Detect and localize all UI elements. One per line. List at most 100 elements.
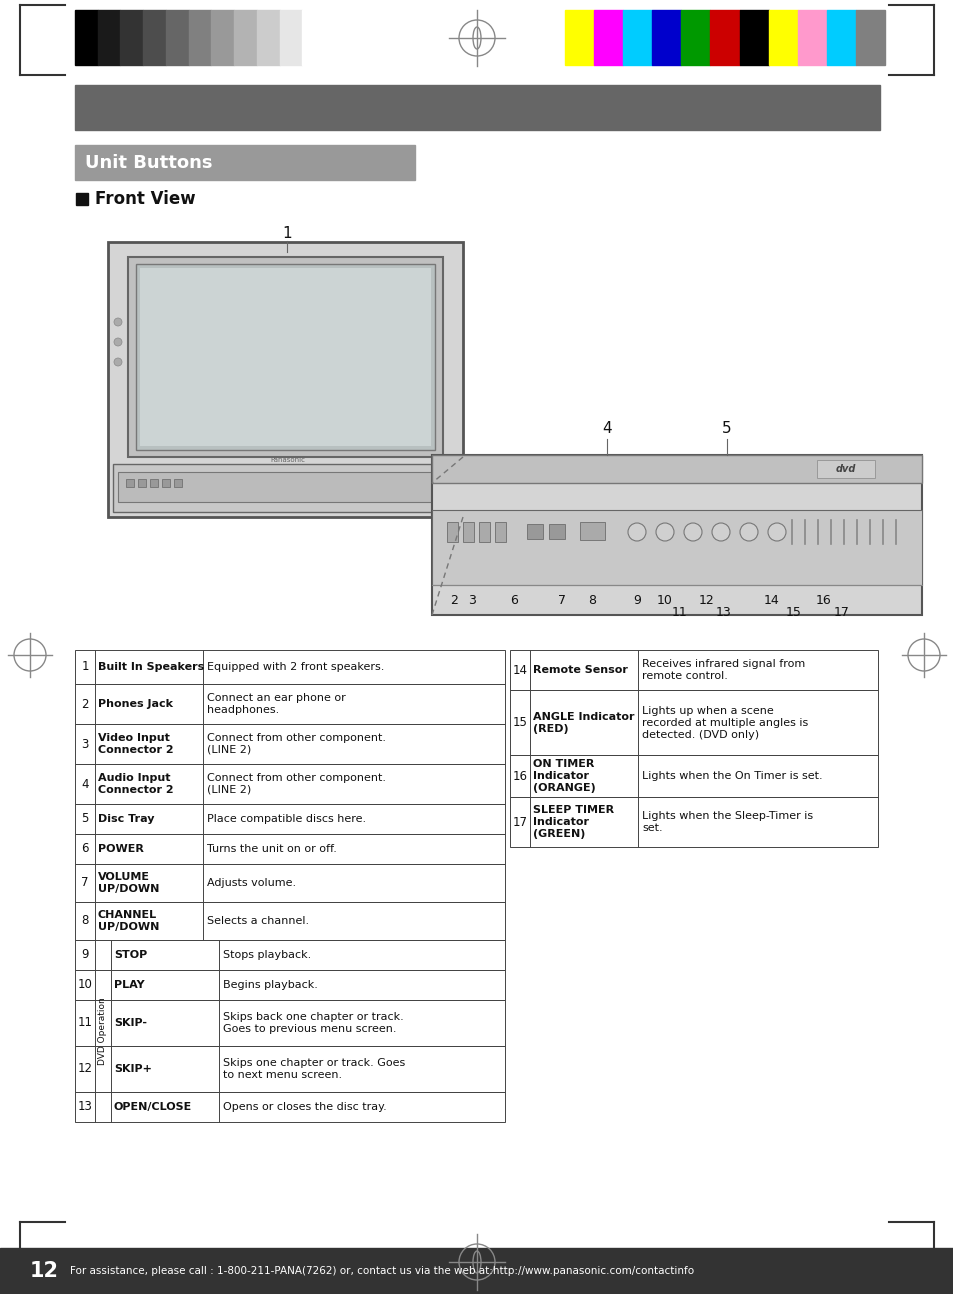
Bar xyxy=(579,521,604,540)
Text: 4: 4 xyxy=(601,421,611,436)
Bar xyxy=(75,1000,504,1046)
Circle shape xyxy=(767,523,785,541)
Text: 17: 17 xyxy=(512,815,527,828)
Bar xyxy=(462,521,474,542)
Bar xyxy=(652,10,680,65)
Text: Turns the unit on or off.: Turns the unit on or off. xyxy=(207,844,336,854)
Text: 1: 1 xyxy=(81,660,89,673)
Text: ANGLE Indicator
(RED): ANGLE Indicator (RED) xyxy=(533,712,634,734)
Bar xyxy=(826,10,855,65)
Bar xyxy=(75,970,504,1000)
Text: PLAY: PLAY xyxy=(113,980,145,990)
Bar xyxy=(128,258,442,457)
Bar xyxy=(75,85,879,129)
Bar xyxy=(150,479,158,487)
Bar xyxy=(120,10,143,65)
Bar xyxy=(75,1046,504,1092)
Bar xyxy=(526,524,542,540)
Bar xyxy=(768,10,797,65)
Text: Lights when the Sleep-Timer is
set.: Lights when the Sleep-Timer is set. xyxy=(641,811,812,833)
Bar xyxy=(564,10,594,65)
Bar xyxy=(75,835,504,864)
Bar xyxy=(256,10,279,65)
Text: Lights up when a scene
recorded at multiple angles is
detected. (DVD only): Lights up when a scene recorded at multi… xyxy=(641,705,807,739)
Bar xyxy=(594,10,622,65)
Circle shape xyxy=(113,358,122,366)
Bar xyxy=(75,864,504,902)
Text: Connect from other component.
(LINE 2): Connect from other component. (LINE 2) xyxy=(207,732,386,754)
Circle shape xyxy=(683,523,701,541)
Text: OPEN/CLOSE: OPEN/CLOSE xyxy=(113,1102,193,1112)
Text: Video Input
Connector 2: Video Input Connector 2 xyxy=(98,732,173,754)
Text: 6: 6 xyxy=(510,594,517,607)
Text: Remote Sensor: Remote Sensor xyxy=(533,665,627,675)
Text: 13: 13 xyxy=(716,607,731,620)
Text: Skips back one chapter or track.
Goes to previous menu screen.: Skips back one chapter or track. Goes to… xyxy=(223,1012,403,1034)
Text: 12: 12 xyxy=(77,1062,92,1075)
Text: Disc Tray: Disc Tray xyxy=(98,814,154,824)
Bar xyxy=(495,521,505,542)
Text: For assistance, please call : 1-800-211-PANA(7262) or, contact us via the web at: For assistance, please call : 1-800-211-… xyxy=(70,1266,694,1276)
Text: 7: 7 xyxy=(558,594,565,607)
Text: Equipped with 2 front speakers.: Equipped with 2 front speakers. xyxy=(207,663,384,672)
Text: Adjusts volume.: Adjusts volume. xyxy=(207,879,295,888)
Text: 15: 15 xyxy=(512,716,527,729)
Text: 11: 11 xyxy=(77,1017,92,1030)
Bar xyxy=(233,10,256,65)
Text: 16: 16 xyxy=(512,770,527,783)
Text: 9: 9 xyxy=(81,949,89,961)
Bar xyxy=(140,268,431,446)
Text: 5: 5 xyxy=(721,421,731,436)
Bar xyxy=(75,725,504,763)
Text: SKIP+: SKIP+ xyxy=(113,1064,152,1074)
Text: 2: 2 xyxy=(450,594,457,607)
Text: 3: 3 xyxy=(81,738,89,751)
Circle shape xyxy=(113,318,122,326)
Text: Skips one chapter or track. Goes
to next menu screen.: Skips one chapter or track. Goes to next… xyxy=(223,1058,405,1080)
Text: DVD Operation: DVD Operation xyxy=(98,998,108,1065)
Text: 12: 12 xyxy=(699,594,714,607)
Circle shape xyxy=(113,338,122,345)
Text: 2: 2 xyxy=(81,697,89,710)
Bar xyxy=(478,521,490,542)
Circle shape xyxy=(740,523,758,541)
Text: Receives infrared signal from
remote control.: Receives infrared signal from remote con… xyxy=(641,659,804,681)
Bar xyxy=(75,902,504,939)
Bar xyxy=(112,465,457,512)
Text: Place compatible discs here.: Place compatible discs here. xyxy=(207,814,366,824)
Text: 7: 7 xyxy=(81,876,89,889)
Bar xyxy=(739,10,768,65)
Text: Panasonic: Panasonic xyxy=(271,457,305,463)
Text: STOP: STOP xyxy=(113,950,147,960)
Bar xyxy=(622,10,652,65)
Text: 13: 13 xyxy=(77,1100,92,1114)
Text: 4: 4 xyxy=(81,778,89,791)
Bar xyxy=(143,10,166,65)
Bar xyxy=(279,10,302,65)
Text: 15: 15 xyxy=(785,607,801,620)
Text: 17: 17 xyxy=(833,607,849,620)
Text: Connect an ear phone or
headphones.: Connect an ear phone or headphones. xyxy=(207,694,345,716)
Text: Front View: Front View xyxy=(95,190,195,208)
Bar xyxy=(75,939,504,970)
Circle shape xyxy=(711,523,729,541)
Text: 3: 3 xyxy=(468,594,476,607)
Text: Stops playback.: Stops playback. xyxy=(223,950,311,960)
Text: VOLUME
UP/DOWN: VOLUME UP/DOWN xyxy=(98,872,159,894)
Bar xyxy=(136,264,435,450)
Text: Unit Buttons: Unit Buttons xyxy=(85,154,213,172)
Text: ON TIMER
Indicator
(ORANGE): ON TIMER Indicator (ORANGE) xyxy=(533,760,595,793)
Text: Selects a channel.: Selects a channel. xyxy=(207,916,309,927)
Bar xyxy=(432,455,921,615)
Bar xyxy=(126,479,133,487)
Text: 16: 16 xyxy=(815,594,831,607)
Bar xyxy=(447,521,457,542)
Bar xyxy=(75,145,415,180)
Bar xyxy=(75,685,504,725)
Text: 10: 10 xyxy=(77,978,92,991)
Text: Audio Input
Connector 2: Audio Input Connector 2 xyxy=(98,773,173,795)
Bar xyxy=(118,472,453,502)
Text: Phones Jack: Phones Jack xyxy=(98,699,172,709)
Bar xyxy=(432,510,921,585)
Bar xyxy=(75,1092,504,1122)
